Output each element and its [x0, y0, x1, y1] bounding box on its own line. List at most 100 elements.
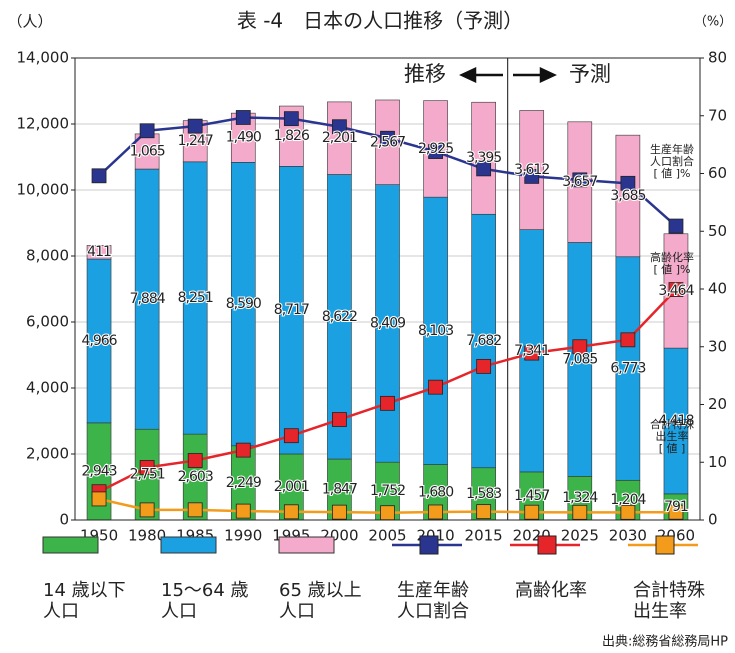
marker	[283, 111, 299, 127]
value-label: 3,612	[514, 162, 549, 178]
marker	[332, 119, 347, 135]
marker	[428, 379, 443, 395]
value-label: 7,884	[130, 291, 166, 307]
value-label: 6,773	[610, 361, 645, 377]
marker	[620, 175, 636, 191]
y2-tick-label: 0	[708, 511, 718, 529]
y2-tick-label: 30	[708, 337, 727, 355]
marker	[476, 358, 492, 374]
y-tick-label: 6,000	[26, 313, 69, 331]
legend-marker	[419, 535, 439, 555]
marker	[283, 504, 299, 520]
value-label: 1,065	[130, 143, 165, 159]
marker	[572, 339, 588, 355]
value-label: 8,409	[370, 315, 405, 331]
marker	[332, 504, 347, 520]
chart-title: 表 -4 日本の人口推移（予測）	[237, 9, 523, 33]
marker	[380, 505, 395, 521]
value-label: 1,247	[178, 133, 213, 149]
marker	[139, 502, 155, 518]
y-axis-label: （人）	[7, 13, 52, 31]
y2-tick-label: 10	[708, 453, 727, 471]
legend-swatch	[160, 536, 217, 554]
legend-swatch	[42, 536, 99, 554]
source: 出典:総務省総務局HP	[602, 635, 728, 650]
y2-tick-label: 80	[708, 49, 727, 67]
value-label: 8,717	[274, 302, 309, 318]
side-label: 生産年齢人口割合[ 値 ]%	[650, 142, 694, 180]
marker	[572, 504, 588, 520]
value-label: 3,395	[466, 150, 501, 166]
value-label: 7,682	[466, 333, 501, 349]
value-label: 4,966	[81, 333, 117, 349]
marker	[380, 395, 395, 411]
marker	[139, 460, 155, 475]
marker	[235, 110, 251, 125]
legend-label: 生産年齢人口割合	[397, 580, 469, 622]
marker	[332, 412, 347, 427]
value-label: 1,490	[226, 130, 261, 146]
value-label: 1,457	[514, 488, 549, 504]
annotation: 予測	[569, 62, 611, 86]
y2-tick-label: 70	[708, 106, 727, 124]
marker	[668, 504, 684, 520]
legend-label: 合計特殊出生率	[633, 580, 705, 622]
bar-segment	[182, 161, 208, 435]
value-label: 411	[87, 244, 111, 260]
marker	[476, 161, 492, 177]
bar-segment	[134, 168, 160, 430]
marker	[187, 118, 203, 134]
arrows	[459, 67, 557, 83]
y2-tick-label: 60	[708, 164, 727, 182]
marker	[524, 168, 540, 184]
bar-segment	[86, 245, 112, 260]
value-label: 8,590	[226, 296, 261, 312]
value-label: 2,925	[418, 141, 453, 157]
value-label: 3,685	[610, 188, 645, 204]
value-label: 2,751	[130, 467, 165, 483]
y-tick-label: 10,000	[17, 181, 70, 199]
bar-segment	[663, 347, 689, 495]
marker	[428, 504, 443, 520]
y-tick-label: 0	[59, 511, 69, 529]
marker	[139, 123, 155, 139]
marker	[91, 168, 107, 184]
value-label: 3,657	[562, 174, 597, 190]
y-tick-label: 4,000	[26, 379, 69, 397]
marker	[187, 502, 203, 518]
marker	[620, 332, 636, 348]
x-tick-label: 2030	[609, 527, 647, 545]
y-tick-label: 8,000	[26, 247, 69, 265]
marker	[235, 503, 251, 519]
y-tick-label: 2,000	[26, 445, 69, 463]
value-label: 2,001	[274, 479, 309, 495]
legend-label: 15〜64 歳人口	[161, 580, 249, 622]
annotation: 推移	[404, 62, 446, 86]
y-tick-label: 14,000	[17, 49, 70, 67]
bar-segment	[230, 162, 256, 447]
marker	[380, 130, 395, 146]
x-tick-label: 2015	[465, 527, 503, 545]
value-label: 1,847	[322, 482, 357, 498]
x-tick-label: 1990	[224, 527, 262, 545]
side-label: 合計特殊出生率[ 値 ]	[650, 417, 694, 455]
value-label: 2,943	[81, 463, 116, 479]
marker	[524, 345, 540, 361]
value-label: 1,324	[562, 490, 598, 506]
value-label: 791	[664, 499, 688, 515]
value-label: 7,341	[514, 343, 549, 359]
value-label: 8,103	[418, 323, 453, 339]
value-label: 1,752	[370, 483, 405, 499]
legend-swatch	[278, 536, 335, 554]
bar-segment	[423, 196, 448, 465]
bar-segment	[327, 101, 352, 175]
value-label: 1,680	[418, 484, 453, 500]
value-label: 2,567	[370, 134, 405, 150]
marker	[524, 504, 540, 520]
value-label: 7,085	[562, 351, 597, 367]
marker	[91, 491, 107, 507]
value-label: 3,464	[658, 283, 694, 299]
marker	[187, 453, 203, 468]
side-label: 高齢化率[ 値 ]%	[650, 250, 694, 276]
